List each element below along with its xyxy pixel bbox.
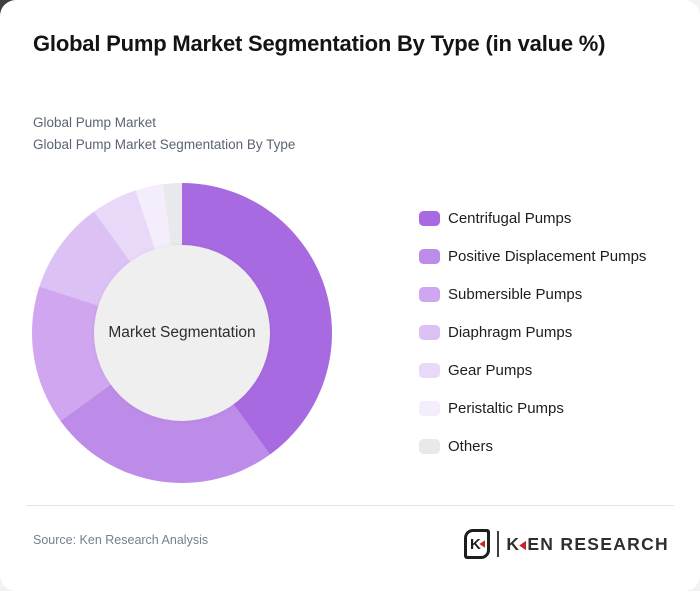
legend-label: Centrifugal Pumps — [448, 210, 572, 227]
chart-subtitle-segmentation: Global Pump Market Segmentation By Type — [33, 137, 296, 152]
wordmark-k: K — [506, 533, 521, 554]
chart-subtitle-market: Global Pump Market — [33, 115, 157, 130]
legend-item-gear: Gear Pumps — [419, 362, 646, 379]
emblem-letter: K — [469, 535, 481, 553]
logo-separator — [497, 531, 500, 557]
legend-label: Gear Pumps — [448, 362, 533, 379]
legend-swatch-icon — [419, 363, 440, 378]
chart-title: Global Pump Market Segmentation By Type … — [33, 31, 606, 56]
emblem-red-triangle-icon — [479, 540, 486, 548]
donut-chart-area: Market Segmentation — [32, 183, 332, 483]
chart-legend: Centrifugal Pumps Positive Displacement … — [419, 210, 647, 477]
wordmark-rest: EN RESEARCH — [527, 533, 669, 554]
legend-label: Diaphragm Pumps — [448, 324, 573, 341]
legend-item-submersible: Submersible Pumps — [419, 286, 646, 303]
wordmark-red-triangle-icon — [519, 540, 527, 551]
donut-hole: Market Segmentation — [94, 245, 270, 421]
ken-research-logo: K K EN RESEARCH — [464, 527, 669, 561]
legend-swatch-icon — [419, 249, 440, 264]
footer-divider — [26, 505, 674, 506]
legend-label: Peristaltic Pumps — [448, 400, 564, 417]
legend-swatch-icon — [419, 287, 440, 302]
legend-item-centrifugal: Centrifugal Pumps — [419, 210, 646, 227]
source-attribution: Source: Ken Research Analysis — [33, 533, 209, 547]
legend-item-positive-displacement: Positive Displacement Pumps — [419, 248, 647, 265]
donut-center-label: Market Segmentation — [108, 324, 256, 341]
legend-swatch-icon — [419, 439, 440, 454]
legend-swatch-icon — [419, 401, 440, 416]
emblem-inner: K — [467, 532, 488, 556]
legend-item-peristaltic: Peristaltic Pumps — [419, 400, 646, 417]
legend-swatch-icon — [419, 211, 440, 226]
legend-label: Others — [448, 438, 494, 455]
legend-item-others: Others — [419, 438, 646, 455]
legend-label: Positive Displacement Pumps — [448, 248, 647, 265]
ken-research-emblem-icon: K — [464, 529, 491, 559]
legend-item-diaphragm: Diaphragm Pumps — [419, 324, 646, 341]
legend-label: Submersible Pumps — [448, 286, 583, 303]
logo-wordmark: K EN RESEARCH — [506, 534, 669, 555]
legend-swatch-icon — [419, 325, 440, 340]
